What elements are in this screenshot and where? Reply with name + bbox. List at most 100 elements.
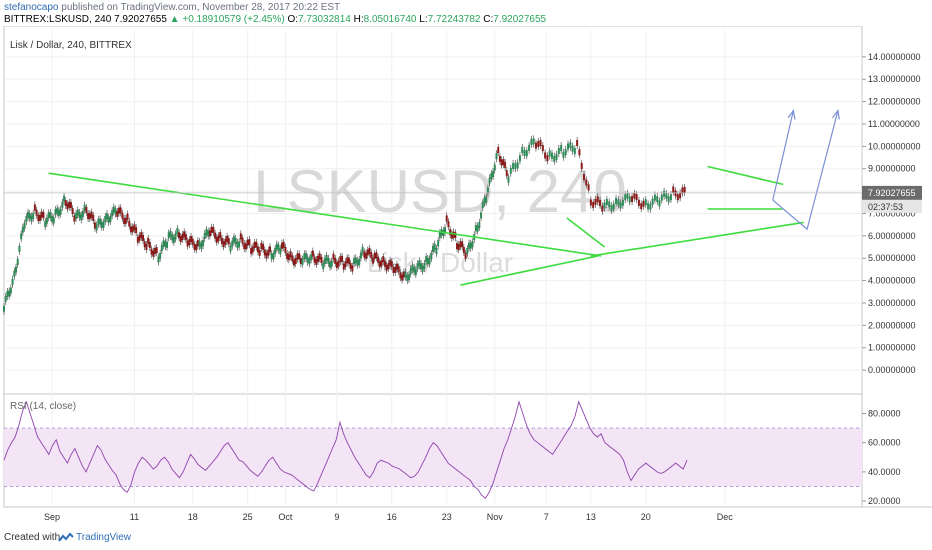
candle-body — [214, 232, 217, 239]
candle-body — [241, 237, 244, 244]
candle-body — [500, 159, 503, 166]
candle-body — [375, 252, 378, 259]
candle-body — [468, 242, 471, 249]
author-link[interactable]: stefanocapo — [4, 2, 59, 13]
candle-body — [354, 257, 357, 264]
candle-body — [576, 140, 579, 147]
candle-body — [239, 233, 242, 240]
rsi-line — [3, 400, 688, 499]
candle-body — [136, 236, 139, 243]
candle-body — [81, 211, 84, 218]
candle-body — [21, 226, 24, 233]
open-label: O: — [287, 14, 299, 25]
candle-body — [660, 194, 663, 201]
trendline — [707, 165, 784, 186]
forecast-arrow — [772, 110, 839, 231]
candle-body — [190, 235, 193, 242]
candle-body — [599, 199, 602, 206]
candle-body — [291, 255, 294, 262]
candle-body — [28, 212, 31, 219]
time-tick-label: Dec — [717, 512, 734, 522]
candle-body — [322, 262, 325, 269]
candle-body — [658, 200, 661, 207]
symbol-text: BITTREX:LSKUSD, 240 — [4, 14, 112, 25]
candle-body — [601, 205, 604, 212]
rsi-band — [4, 427, 862, 487]
rsi-axis[interactable]: 80.0000 60.0000 40.0000 20.0000 — [862, 409, 901, 507]
candle-body — [88, 213, 91, 220]
high-label: H: — [353, 14, 364, 25]
candle-body — [619, 202, 622, 209]
candle-body — [562, 151, 565, 158]
time-axis[interactable]: Sep 11 18 25 Oct 9 16 23 Nov 7 13 20 Dec — [44, 512, 733, 522]
time-tick-label: 18 — [188, 512, 198, 522]
candle-body — [509, 167, 512, 174]
watermark-symbol: LSKUSD, 240 — [253, 158, 627, 225]
candle-body — [54, 208, 57, 215]
chart-header: stefanocapo published on TradingView.com… — [0, 0, 932, 26]
candle-body — [365, 252, 368, 259]
candle-body — [621, 199, 624, 206]
price-tick-label: 12.00000000 — [868, 97, 921, 107]
candle-body — [32, 212, 35, 219]
candle-body — [275, 243, 278, 250]
candle-body — [667, 196, 670, 203]
candle-body — [49, 211, 52, 218]
candle-body — [530, 138, 533, 145]
candle-body — [432, 245, 434, 252]
candle-body — [148, 241, 151, 248]
candle-body — [334, 257, 337, 264]
candle-body — [523, 149, 526, 156]
candle-body — [631, 196, 634, 203]
candle-body — [394, 266, 397, 273]
candle-body — [583, 174, 586, 181]
candle-body — [186, 240, 189, 247]
candle-body — [466, 247, 469, 254]
candle-body — [162, 240, 165, 247]
published-text: published on TradingView.com, November 2… — [61, 2, 341, 13]
candle-body — [430, 253, 433, 260]
candle-body — [573, 148, 576, 155]
candle-body — [387, 263, 390, 270]
candle-body — [184, 234, 187, 241]
candle-body — [33, 204, 36, 211]
candle-body — [44, 221, 47, 228]
candle-body — [16, 258, 19, 265]
candle-body — [280, 242, 283, 249]
candle-body — [323, 258, 326, 265]
price-tick-label: 5.00000000 — [868, 253, 916, 263]
price-tick-label: 3.00000000 — [868, 298, 916, 308]
candle-body — [425, 256, 428, 263]
candle-body — [203, 233, 206, 240]
candle-body — [195, 244, 198, 251]
tradingview-link[interactable]: TradingView — [76, 532, 132, 543]
price-series — [3, 135, 686, 315]
candle-body — [414, 269, 417, 276]
candle-body — [47, 212, 50, 219]
chart-canvas[interactable]: LSKUSD, 240 Lisk / Dollar Lisk / Dollar,… — [0, 26, 932, 528]
candle-body — [428, 258, 431, 265]
candle-body — [335, 262, 338, 269]
candle-body — [296, 253, 299, 260]
candle-body — [57, 209, 60, 216]
candle-body — [299, 257, 302, 264]
candle-body — [260, 242, 263, 249]
candle-body — [179, 236, 182, 243]
last-price-label: 7.92027655 — [868, 188, 916, 198]
created-with-text: Created with — [4, 532, 61, 543]
candle-body — [61, 201, 64, 208]
candle-body — [251, 246, 254, 253]
candle-body — [409, 268, 412, 275]
candle-body — [64, 200, 67, 207]
candle-body — [193, 243, 196, 250]
candle-body — [282, 241, 285, 248]
candle-body — [342, 263, 345, 270]
candle-body — [344, 261, 347, 268]
time-tick-label: 11 — [130, 512, 139, 522]
candle-body — [51, 215, 54, 222]
price-axis[interactable]: 14.00000000 13.00000000 12.00000000 11.0000… — [862, 52, 921, 375]
time-tick-label: 16 — [387, 512, 397, 522]
candle-body — [626, 192, 629, 199]
candle-body — [518, 155, 521, 162]
candle-body — [100, 221, 103, 228]
